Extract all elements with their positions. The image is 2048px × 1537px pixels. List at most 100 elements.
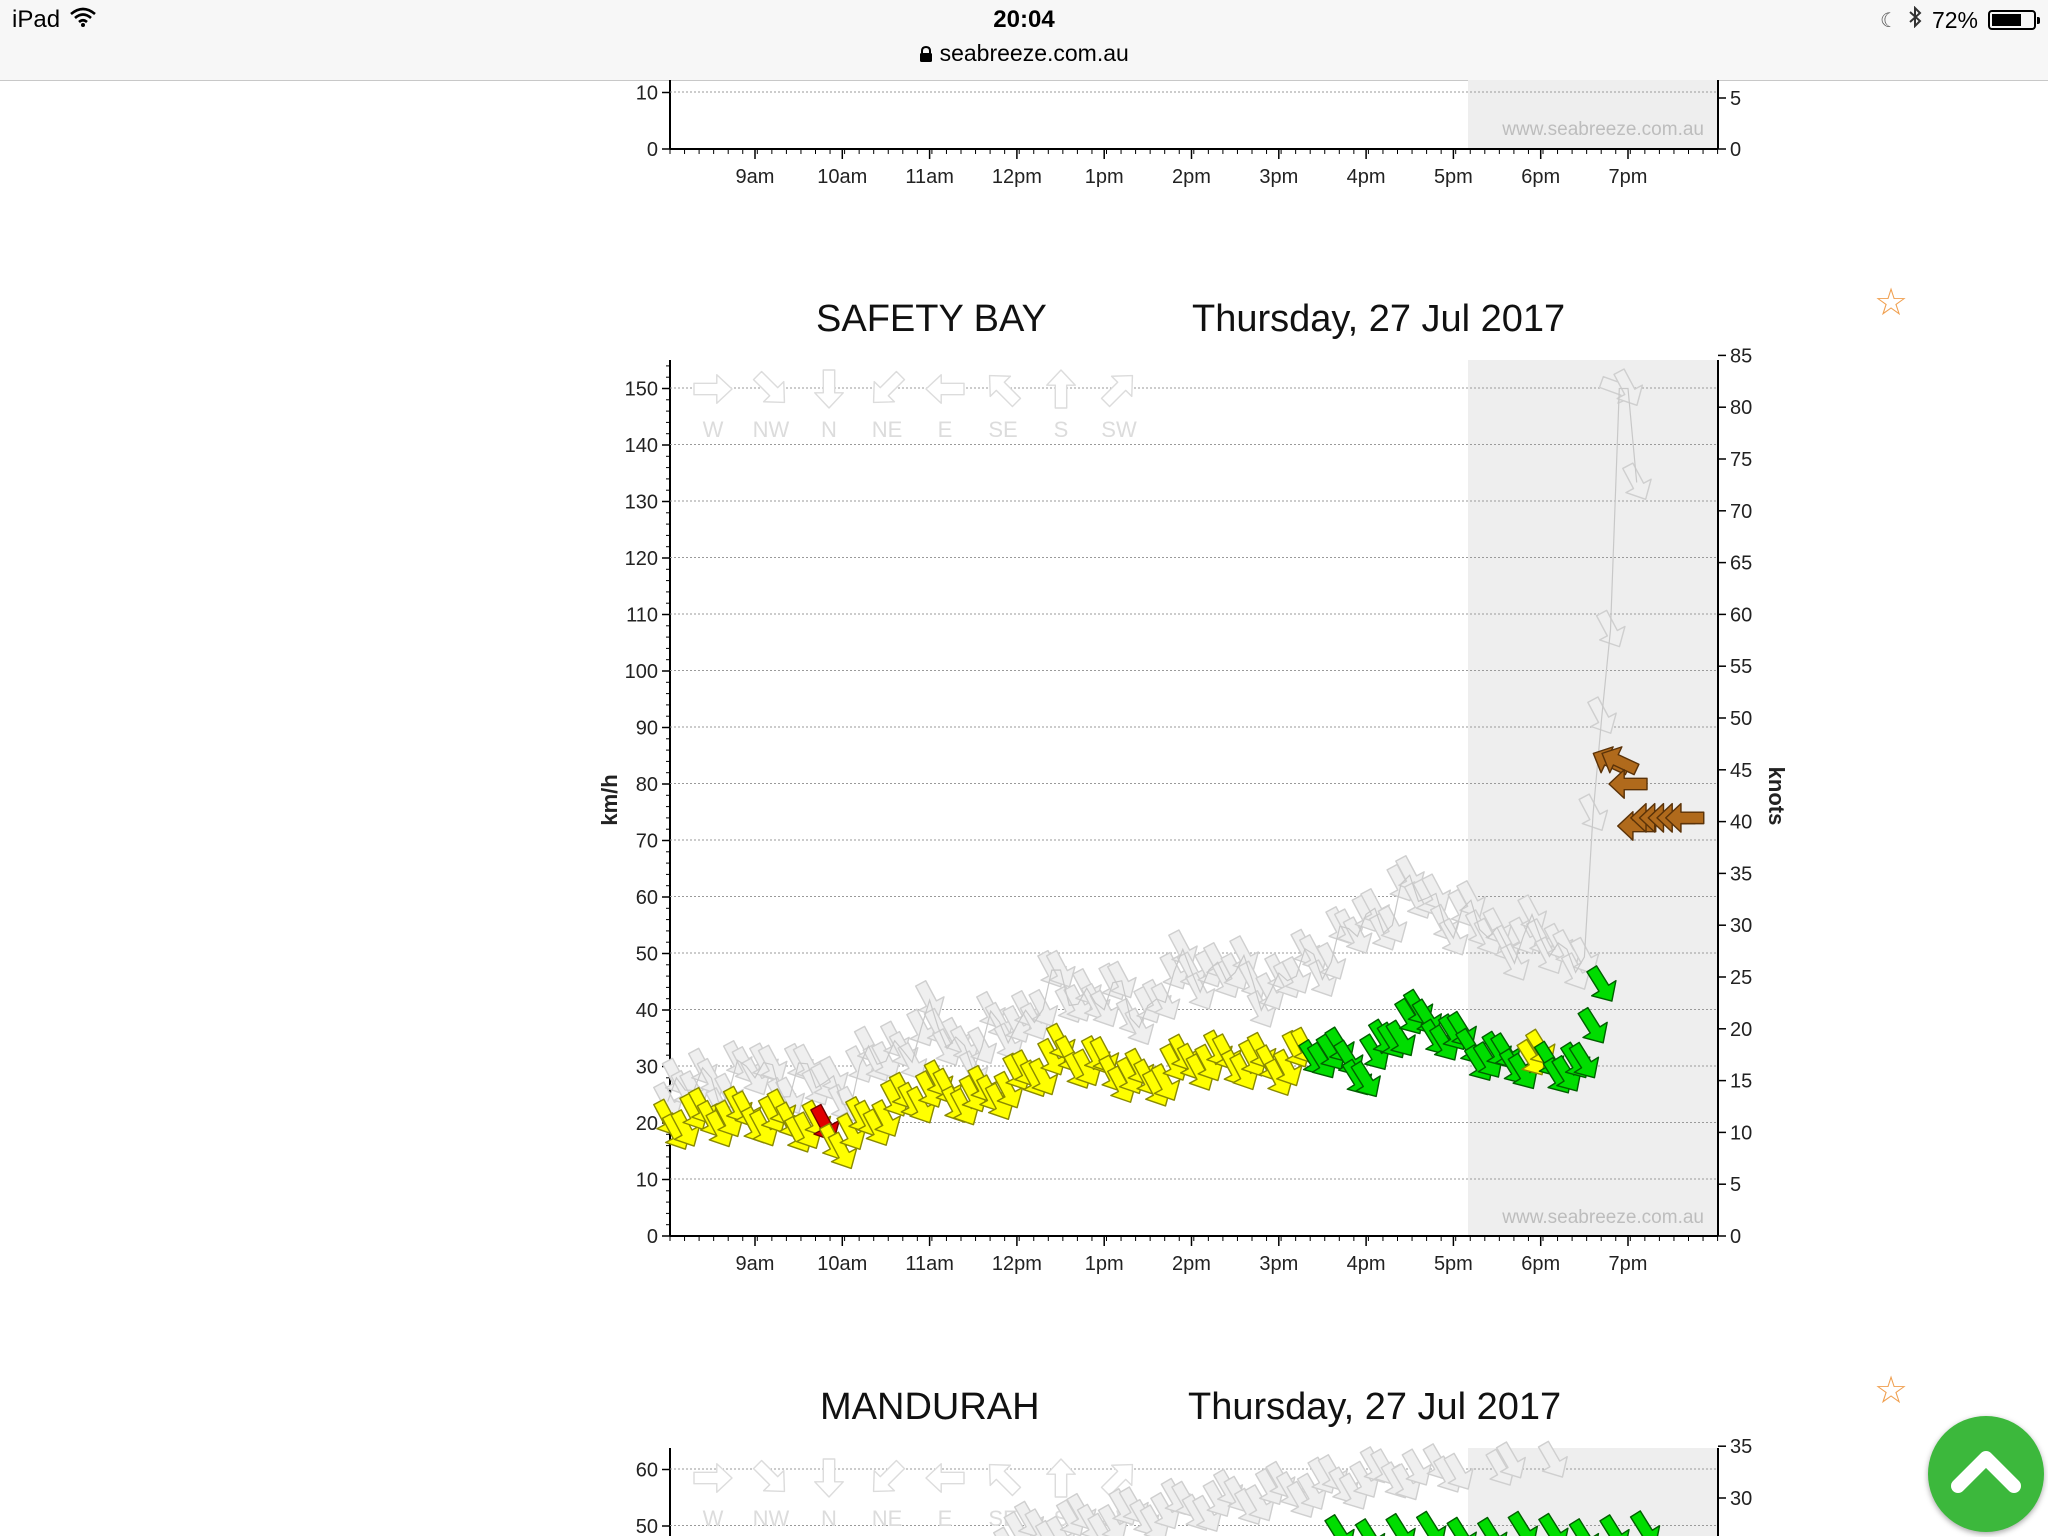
legend-arrow-e-icon xyxy=(925,374,965,404)
wind-arrow-shape xyxy=(1665,802,1705,833)
wind-arrow xyxy=(1538,1512,1569,1536)
gust-arrow xyxy=(1349,1460,1380,1498)
legend-label-w: W xyxy=(703,1506,724,1531)
wind-arrow-shape xyxy=(1385,1512,1416,1536)
legend-arrow-nw-icon xyxy=(752,1459,786,1493)
legend-arrow-se-icon-shape xyxy=(988,374,1022,408)
legend-arrow-n-icon-shape xyxy=(814,369,844,409)
battery-icon xyxy=(1988,10,2040,30)
wind-arrow-shape xyxy=(1415,1510,1447,1536)
legend-label-s: S xyxy=(1054,417,1069,442)
battery-fill xyxy=(1992,14,2021,26)
lock-icon xyxy=(919,40,939,66)
clock: 20:04 xyxy=(993,6,1055,33)
legend-arrow-se-icon xyxy=(988,1463,1022,1497)
wind-arrow xyxy=(1272,1048,1303,1087)
gust-arrow xyxy=(1391,1463,1422,1501)
main-left-tick-label: 30 xyxy=(636,1057,658,1079)
wind-arrow-shape xyxy=(836,1112,867,1151)
wind-arrow xyxy=(1568,1041,1600,1079)
main-right-tick-label: 30 xyxy=(1730,915,1752,937)
legend-arrow-e-icon-shape xyxy=(925,1463,965,1493)
top-time-label: 3pm xyxy=(1259,166,1298,188)
wind-arrow-shape xyxy=(670,1109,701,1147)
gust-arrow xyxy=(1443,1452,1474,1490)
wind-arrow xyxy=(1608,769,1648,799)
bluetooth-icon xyxy=(1908,5,1922,34)
wind-arrow-shape xyxy=(1477,1516,1508,1536)
gust-arrow-shape xyxy=(1495,1441,1526,1479)
wind-arrow xyxy=(1385,1512,1416,1536)
top-time-label: 11am xyxy=(905,166,954,188)
chevron-up-icon xyxy=(1951,1451,2021,1493)
favourite-star-icon-mandurah[interactable]: ☆ xyxy=(1874,1370,1909,1412)
chart-date-title-mandurah: Thursday, 27 Jul 2017 xyxy=(1188,1386,1562,1428)
bottom-right-tick-label: 35 xyxy=(1730,1436,1752,1458)
gust-arrow-shape xyxy=(1192,1494,1223,1532)
main-time-label: 9am xyxy=(736,1253,775,1275)
wind-arrow xyxy=(1385,1019,1416,1057)
wind-arrow-shape xyxy=(1507,1510,1539,1536)
top-time-label: 2pm xyxy=(1172,166,1211,188)
main-left-tick-label: 90 xyxy=(636,718,658,740)
gust-arrow-shape xyxy=(1034,1519,1066,1536)
gust-arrow xyxy=(1613,368,1644,406)
watermark: www.seabreeze.com.au xyxy=(1501,1207,1704,1228)
gust-arrow-shape xyxy=(1244,1484,1275,1522)
moon-icon: ☾ xyxy=(1880,9,1898,32)
main-time-label: 5pm xyxy=(1434,1253,1473,1275)
main-right-tick-label: 25 xyxy=(1730,967,1752,989)
wind-arrow-shape xyxy=(1577,1006,1608,1044)
main-left-tick-label: 0 xyxy=(647,1226,658,1248)
main-left-tick-label: 50 xyxy=(636,944,658,966)
main-time-label: 10am xyxy=(817,1253,867,1275)
legend-label-n: N xyxy=(821,417,837,442)
top-left-tick-label: 0 xyxy=(647,139,658,161)
wind-arrow xyxy=(1568,1518,1600,1536)
legend-label-sw: SW xyxy=(1101,417,1137,442)
wind-arrow-shape xyxy=(1599,1514,1630,1536)
top-time-label: 4pm xyxy=(1347,166,1386,188)
wind-arrow-shape xyxy=(993,1070,1024,1109)
gust-arrow xyxy=(1097,1504,1128,1536)
legend-arrow-e-icon xyxy=(925,1463,965,1493)
main-left-tick-label: 140 xyxy=(625,435,658,457)
top-time-label: 7pm xyxy=(1609,166,1648,188)
chart-location-title-mandurah: MANDURAH xyxy=(820,1386,1040,1428)
legend-arrow-se-icon-shape xyxy=(988,1463,1022,1497)
main-night-shade xyxy=(1468,360,1718,1236)
device-label: iPad xyxy=(12,6,61,33)
legend-arrow-n-icon xyxy=(814,369,844,409)
url-text[interactable]: seabreeze.com.au xyxy=(939,40,1129,66)
gust-arrow xyxy=(1192,1494,1223,1532)
main-left-tick-label: 120 xyxy=(625,548,658,570)
legend-arrow-w-icon xyxy=(693,374,733,404)
chart-location-title: SAFETY BAY xyxy=(816,298,1047,340)
legend-arrow-se-icon xyxy=(988,374,1022,408)
main-right-tick-label: 40 xyxy=(1730,812,1752,834)
gust-arrow-shape xyxy=(1150,1491,1181,1530)
wind-arrow-shape xyxy=(1272,1048,1303,1087)
main-right-tick-label: 0 xyxy=(1730,1226,1741,1248)
main-right-tick-label: 60 xyxy=(1730,604,1752,626)
wind-arrow-shape xyxy=(1608,769,1648,799)
legend-arrow-w-icon xyxy=(693,1463,733,1493)
main-left-tick-label: 40 xyxy=(636,1000,658,1022)
main-right-tick-label: 55 xyxy=(1730,656,1752,678)
url-bar[interactable]: seabreeze.com.au xyxy=(0,40,2048,67)
main-left-tick-label: 70 xyxy=(636,831,658,853)
wind-arrow xyxy=(1665,802,1705,833)
status-right: ☾ 72% xyxy=(1880,5,2040,34)
chart-date-title: Thursday, 27 Jul 2017 xyxy=(1192,298,1566,340)
main-right-tick-label: 5 xyxy=(1730,1174,1741,1196)
gust-arrow xyxy=(1045,949,1076,988)
gust-arrow xyxy=(1106,960,1137,999)
main-left-tick-label: 20 xyxy=(636,1113,658,1135)
main-right-tick-label: 70 xyxy=(1730,501,1752,523)
wind-arrow xyxy=(1477,1516,1508,1536)
favourite-star-icon[interactable]: ☆ xyxy=(1874,282,1909,324)
wind-arrow-shape xyxy=(1568,1041,1600,1079)
legend-arrow-ne-icon-shape xyxy=(872,370,906,404)
scroll-to-top-button[interactable] xyxy=(1928,1416,2044,1532)
main-left-tick-label: 150 xyxy=(625,379,658,401)
